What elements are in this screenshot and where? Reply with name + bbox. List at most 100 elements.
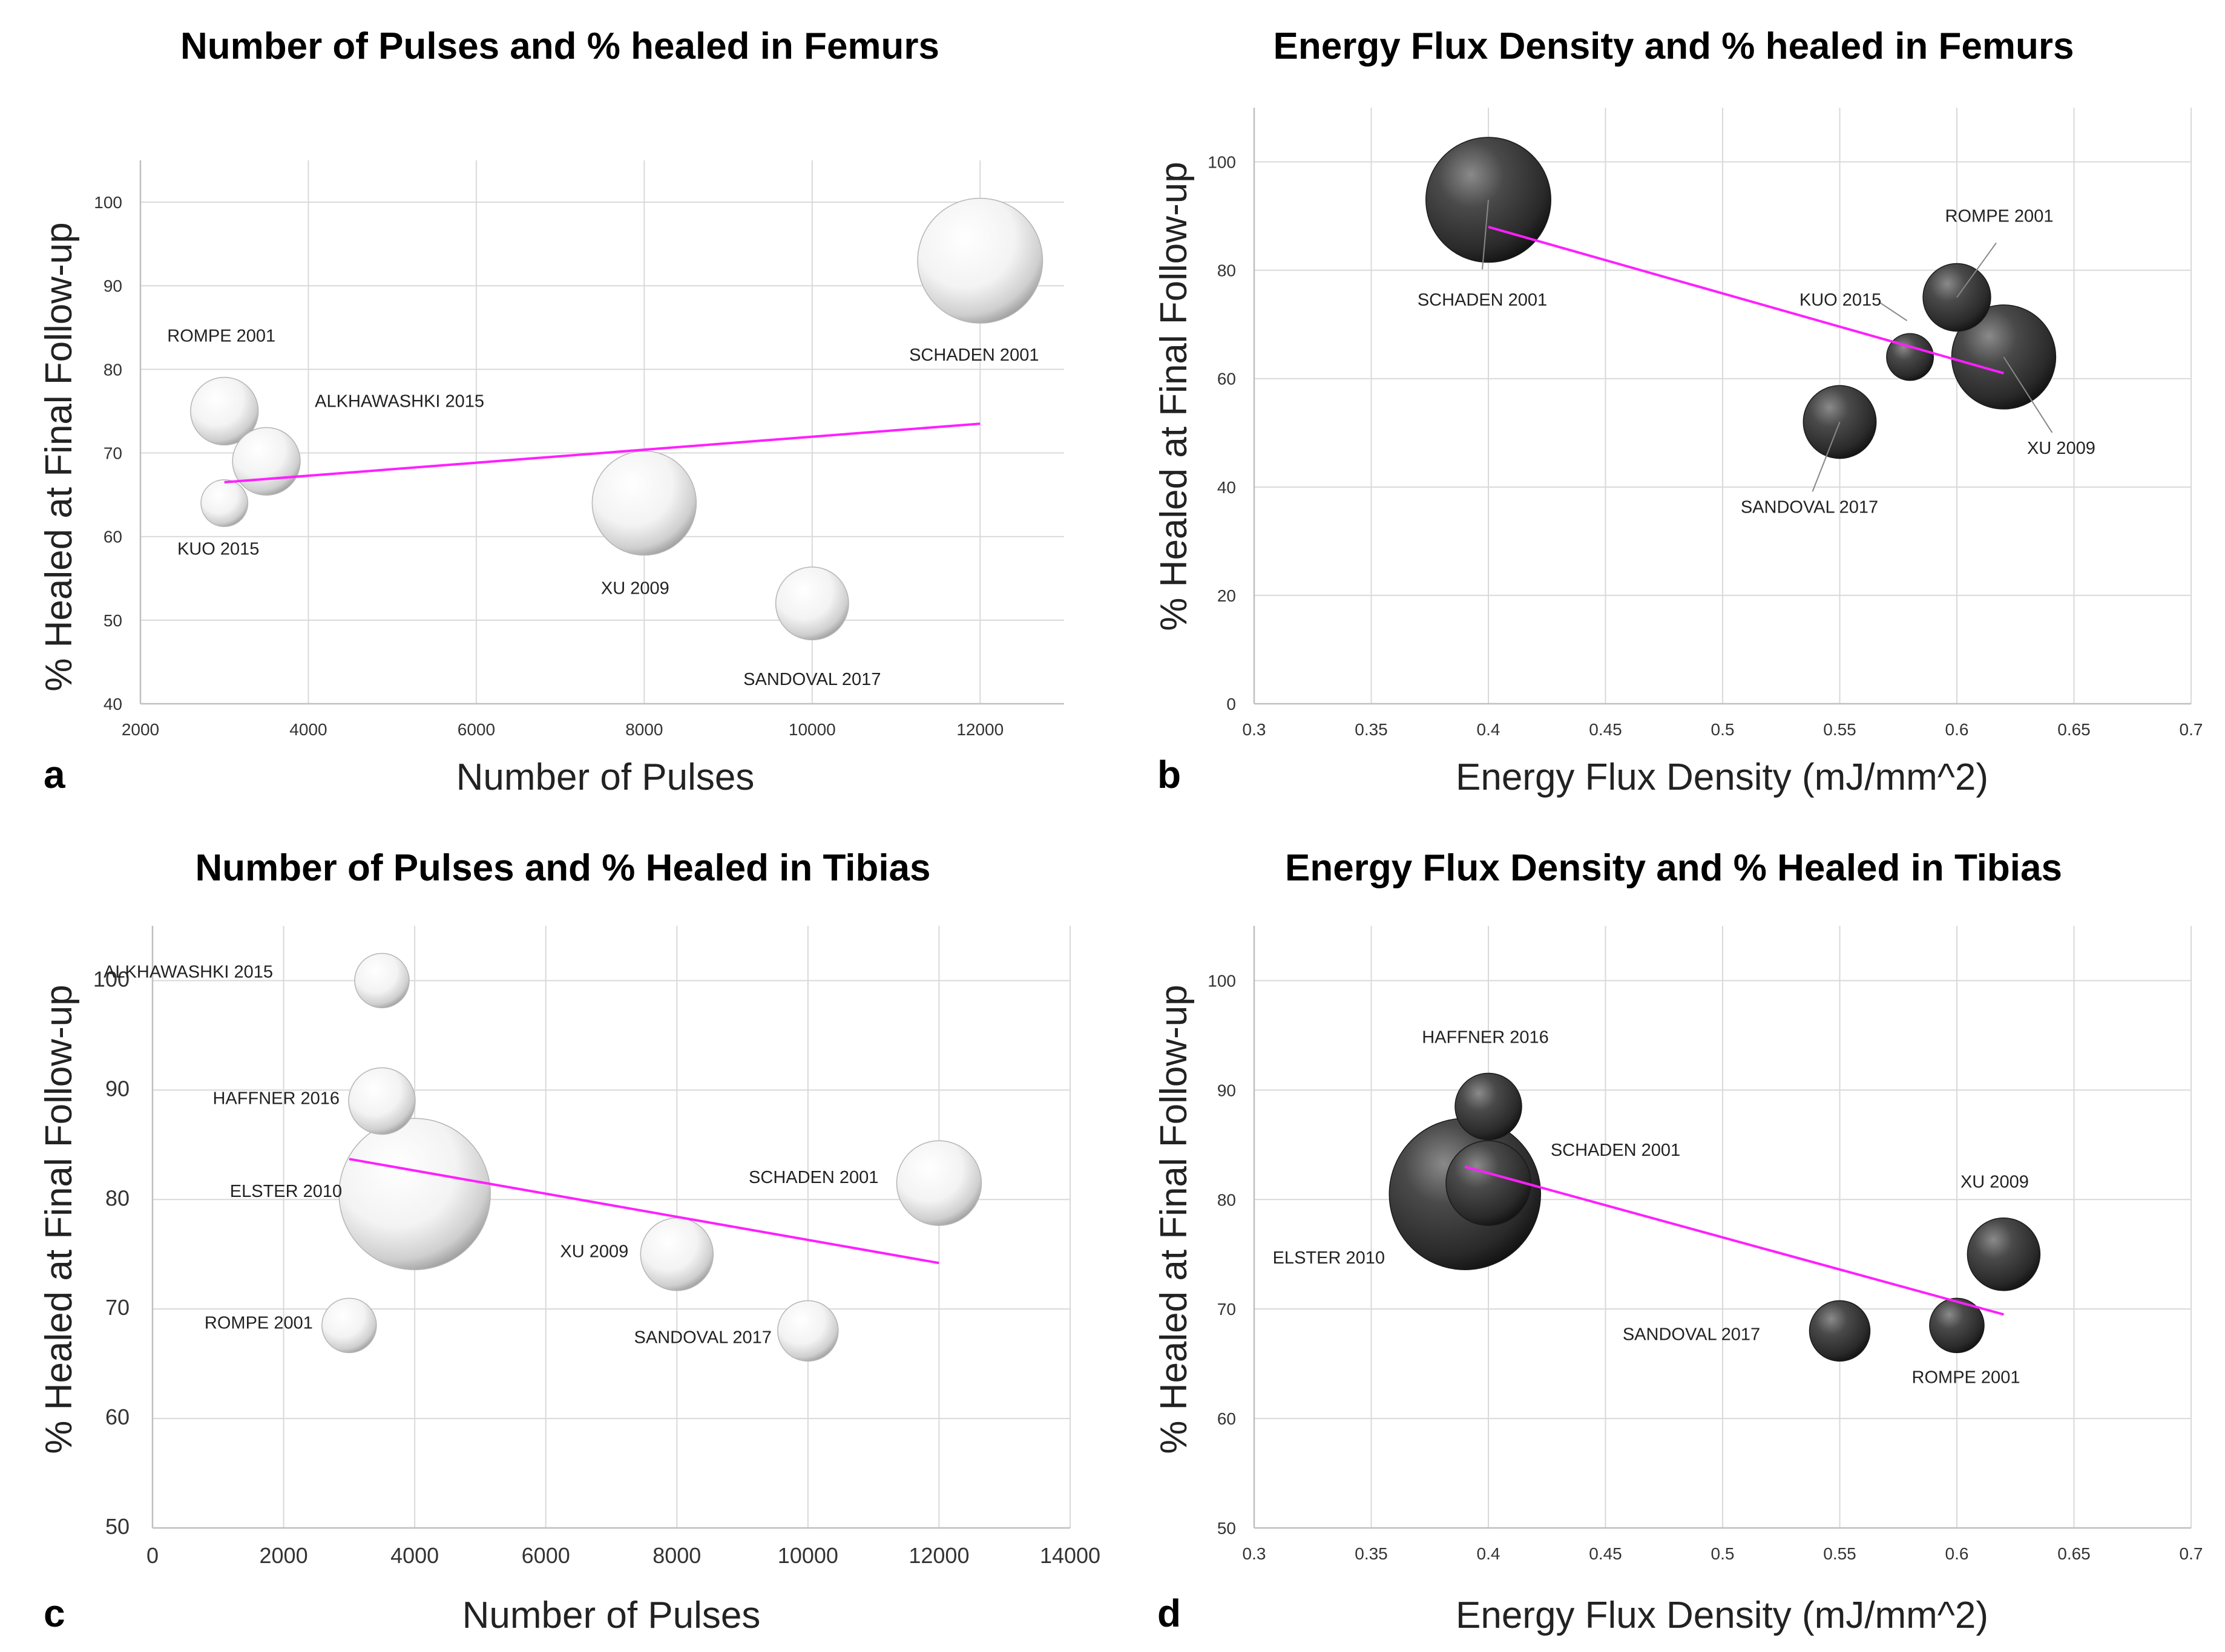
x-tick-label: 0.4 (1477, 1544, 1500, 1563)
bubble-elster-2010 (338, 1118, 491, 1270)
point-label: HAFFNER 2016 (212, 1089, 340, 1108)
y-tick-label: 100 (94, 193, 122, 212)
y-tick-label: 0 (1226, 695, 1236, 713)
point-label: SCHADEN 2001 (1551, 1141, 1680, 1160)
y-axis-label: % Healed at Final Follow-up (1153, 985, 1195, 1454)
y-tick-label: 60 (105, 1405, 130, 1429)
y-tick-label: 70 (104, 444, 122, 463)
plot-area: 2000 4000 6000 8000 10000 12000 40 50 60 70 80 90 10… (94, 160, 1064, 739)
bubble-haffner-2016 (1454, 1072, 1522, 1141)
bubble-sandoval-2017 (777, 1300, 839, 1362)
point-label: ROMPE 2001 (1945, 206, 2054, 226)
label-leader-line (1482, 200, 1489, 270)
y-tick-label: 60 (1217, 1409, 1236, 1428)
x-tick-label: 0.3 (1243, 720, 1266, 739)
point-label: XU 2009 (560, 1242, 628, 1262)
bubble-sandoval-2017 (775, 566, 849, 641)
bubble-haffner-2016 (348, 1067, 416, 1135)
chart-panel-d: Energy Flux Density and % Healed in Tibi… (1153, 847, 2203, 1636)
bubble-xu-2009 (1967, 1217, 2041, 1291)
y-tick-label: 60 (104, 528, 122, 546)
y-tick-label: 90 (105, 1076, 130, 1101)
x-tick-label: 2000 (260, 1543, 308, 1568)
point-label: KUO 2015 (1799, 290, 1881, 310)
x-tick-label: 0.55 (1823, 1544, 1856, 1563)
panel-label: b (1157, 753, 1181, 796)
y-tick-label: 100 (1208, 153, 1236, 172)
x-tick-label: 0.7 (2180, 720, 2203, 739)
trendline (1464, 1165, 2004, 1316)
point-label: SCHADEN 2001 (749, 1168, 878, 1187)
x-tick-label: 8000 (652, 1543, 701, 1568)
x-tick-label: 0.5 (1711, 720, 1735, 739)
bubble-rompe-2001 (321, 1297, 377, 1354)
x-tick-label: 0.6 (1945, 720, 1969, 739)
point-label: ALKHAWASHKI 2015 (315, 392, 484, 411)
bubble-schaden-2001 (896, 1140, 982, 1226)
x-axis-label: Energy Flux Density (mJ/mm^2) (1456, 1595, 1988, 1636)
label-leader-line (1812, 421, 1841, 492)
point-label: SANDOVAL 2017 (1741, 497, 1878, 517)
panel-label: d (1157, 1591, 1181, 1635)
bubble-alkhawashki-2015 (354, 952, 410, 1009)
y-tick-label: 50 (105, 1514, 130, 1539)
x-tick-label: 2000 (122, 720, 159, 739)
trendline (349, 1158, 939, 1265)
x-tick-label: 0.35 (1355, 1544, 1388, 1563)
x-tick-label: 0 (146, 1543, 159, 1568)
plot-area: 0.3 0.35 0.4 0.45 0.5 0.55 0.6 0.65 0.7 0 20 40 60 80… (1208, 108, 2203, 739)
x-tick-label: 14000 (1040, 1543, 1100, 1568)
x-tick-label: 6000 (522, 1543, 570, 1568)
bubble-kuo-2015 (1886, 333, 1934, 381)
y-axis-label: % Healed at Final Follow-up (38, 985, 80, 1454)
chart-title: Number of Pulses and % healed in Femurs (180, 25, 939, 67)
y-tick-label: 80 (1217, 1190, 1236, 1209)
label-leader-line (2003, 356, 2053, 433)
x-tick-label: 0.65 (2057, 720, 2091, 739)
label-leader-line (1956, 242, 1997, 298)
trendline (1488, 226, 2004, 375)
point-label: ELSTER 2010 (1273, 1248, 1385, 1268)
bubble-xu-2009 (640, 1217, 714, 1291)
y-tick-label: 40 (104, 695, 122, 713)
point-label: XU 2009 (2027, 439, 2095, 458)
x-tick-label: 0.3 (1243, 1544, 1266, 1563)
x-tick-label: 12000 (956, 720, 1004, 739)
label-leader-line (1879, 302, 1908, 321)
point-label: SCHADEN 2001 (909, 346, 1039, 365)
y-tick-label: 90 (104, 277, 122, 295)
y-tick-label: 20 (1217, 586, 1236, 605)
y-tick-label: 50 (104, 611, 122, 630)
panel-label: c (44, 1591, 65, 1635)
point-label: HAFFNER 2016 (1422, 1028, 1549, 1047)
y-tick-label: 50 (1217, 1519, 1236, 1538)
x-tick-label: 0.45 (1589, 720, 1622, 739)
bubble-schaden-2001 (1445, 1140, 1531, 1226)
chart-panel-c: Number of Pulses and % Healed in Tibias … (38, 847, 1100, 1636)
x-tick-label: 4000 (390, 1543, 439, 1568)
y-tick-label: 60 (1217, 370, 1236, 388)
y-tick-label: 80 (105, 1185, 130, 1210)
y-tick-label: 70 (1217, 1300, 1236, 1319)
point-label: ROMPE 2001 (167, 326, 275, 346)
point-label: XU 2009 (1960, 1173, 2029, 1192)
x-tick-label: 4000 (289, 720, 327, 739)
x-tick-label: 0.65 (2057, 1544, 2091, 1563)
point-label: ROMPE 2001 (205, 1313, 313, 1332)
chart-panel-b: Energy Flux Density and % healed in Femu… (1153, 25, 2203, 798)
x-tick-label: 0.4 (1477, 720, 1500, 739)
x-tick-label: 10000 (778, 1543, 838, 1568)
x-tick-label: 10000 (789, 720, 836, 739)
chart-title: Number of Pulses and % Healed in Tibias (195, 847, 930, 889)
x-axis-label: Number of Pulses (462, 1595, 761, 1636)
plot-area: 0.3 0.35 0.4 0.45 0.5 0.55 0.6 0.65 0.7 50 60 70 80 9… (1208, 926, 2203, 1563)
y-tick-label: 70 (105, 1295, 130, 1320)
x-tick-label: 12000 (909, 1543, 969, 1568)
trendline (224, 422, 981, 483)
bubble-schaden-2001 (917, 197, 1043, 324)
x-tick-label: 8000 (625, 720, 663, 739)
x-axis-label: Energy Flux Density (mJ/mm^2) (1456, 756, 1988, 798)
bubble-alkhawashki-2015 (232, 427, 301, 496)
point-label: KUO 2015 (177, 539, 259, 559)
